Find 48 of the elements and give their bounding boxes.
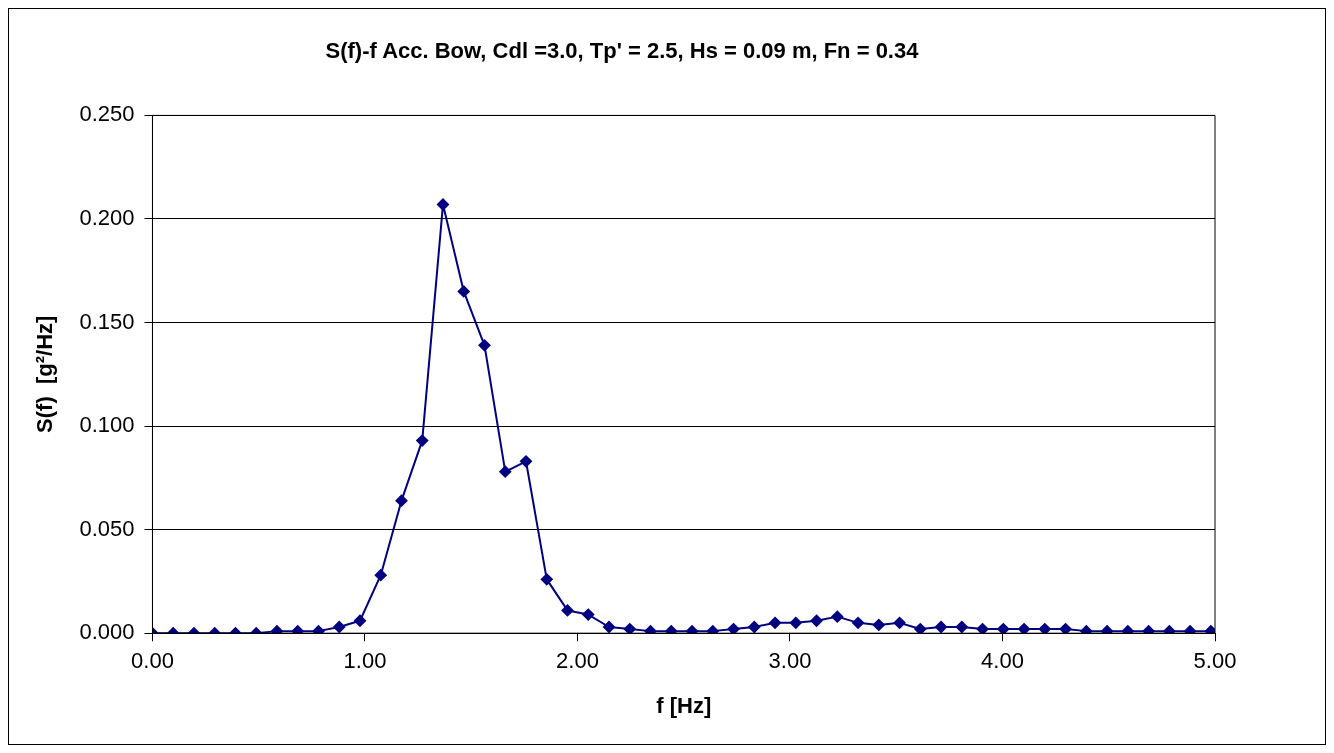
y-axis-title: S(f) [g²/Hz] [32, 315, 58, 433]
x-tick-label: 4.00 [981, 648, 1024, 674]
point [353, 614, 366, 627]
point [935, 620, 948, 633]
y-tick-label: 0.100 [79, 412, 135, 438]
x-tick-label: 1.00 [343, 648, 387, 674]
point [457, 285, 470, 298]
point [914, 623, 927, 634]
point [789, 616, 802, 629]
point [727, 623, 740, 634]
point [1204, 625, 1215, 634]
point [499, 465, 512, 478]
chart-title: S(f)-f Acc. Bow, Cdl =3.0, Tp' = 2.5, Hs = 0.09 m, Fn = 0.34 [325, 38, 920, 64]
point [810, 614, 823, 627]
point [1038, 623, 1051, 634]
point [893, 616, 906, 629]
point [395, 494, 408, 507]
point [520, 455, 532, 468]
x-tick-label: 2.00 [556, 648, 599, 674]
x-tick-label: 0.00 [131, 648, 174, 674]
point [333, 620, 346, 633]
point [1018, 623, 1031, 634]
point [582, 608, 595, 621]
point [416, 434, 429, 447]
point [623, 623, 636, 634]
point [852, 616, 865, 629]
point [540, 573, 553, 586]
point [997, 623, 1010, 634]
y-tick-label: 0.250 [79, 101, 135, 127]
point [769, 616, 782, 629]
point [872, 618, 885, 631]
y-tick-label: 0.150 [79, 308, 135, 334]
x-axis-title: f [Hz] [656, 692, 712, 718]
point [976, 623, 989, 634]
y-tick-label: 0.000 [79, 619, 135, 645]
x-tick-label: 3.00 [768, 648, 812, 674]
point [1059, 623, 1072, 634]
point [374, 569, 387, 582]
point [478, 339, 491, 352]
y-tick-label: 0.200 [79, 205, 135, 231]
point [437, 198, 449, 211]
y-tick-label: 0.050 [79, 515, 135, 541]
point [603, 620, 616, 633]
x-tick-label: 5.00 [1193, 648, 1237, 674]
point [831, 610, 844, 623]
point [748, 620, 761, 633]
point [561, 604, 574, 617]
point [955, 620, 968, 633]
